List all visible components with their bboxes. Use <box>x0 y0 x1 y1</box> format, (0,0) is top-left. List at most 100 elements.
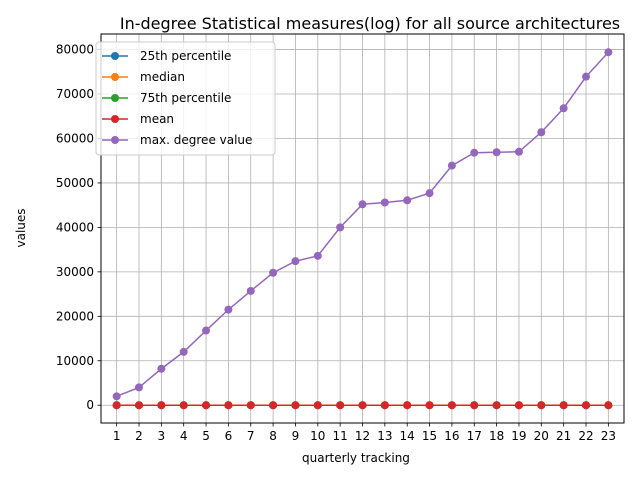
data-point <box>604 401 613 410</box>
data-point <box>582 401 591 410</box>
x-tick-label: 22 <box>578 429 593 443</box>
legend-marker <box>111 73 119 81</box>
x-tick-label: 23 <box>601 429 616 443</box>
x-tick-label: 16 <box>444 429 459 443</box>
data-point <box>246 401 255 410</box>
legend-item: median <box>102 70 185 84</box>
series-layer <box>112 48 613 410</box>
y-axis: 0 10000 20000 30000 40000 50000 60000 70000 8000… <box>56 43 101 412</box>
data-point <box>559 401 568 410</box>
y-tick-label: 30000 <box>56 265 94 279</box>
y-tick-label: 50000 <box>56 176 94 190</box>
data-point <box>336 401 345 410</box>
x-tick-label: 9 <box>292 429 300 443</box>
data-point <box>134 401 143 410</box>
y-tick-label: 70000 <box>56 87 94 101</box>
x-tick-label: 8 <box>269 429 277 443</box>
x-tick-label: 6 <box>225 429 233 443</box>
legend-item: max. degree value <box>102 133 252 147</box>
data-point <box>358 401 367 410</box>
y-tick-label: 40000 <box>56 220 94 234</box>
x-tick-label: 1 <box>113 429 121 443</box>
data-point <box>157 401 166 410</box>
x-tick-label: 15 <box>422 429 437 443</box>
legend-label: max. degree value <box>140 133 252 147</box>
data-point <box>514 147 523 156</box>
y-tick-label: 20000 <box>56 309 94 323</box>
data-point <box>380 198 389 207</box>
x-tick-label: 4 <box>180 429 188 443</box>
data-point <box>582 72 591 81</box>
data-point <box>470 401 479 410</box>
x-tick-label: 10 <box>310 429 325 443</box>
x-tick-label: 11 <box>333 429 348 443</box>
data-point <box>514 401 523 410</box>
data-point <box>224 401 233 410</box>
x-tick-label: 18 <box>489 429 504 443</box>
legend-label: 25th percentile <box>140 49 231 63</box>
data-point <box>112 392 121 401</box>
x-tick-label: 2 <box>135 429 143 443</box>
legend-label: mean <box>140 112 174 126</box>
legend-box <box>95 41 276 156</box>
data-point <box>202 326 211 335</box>
legend-marker <box>111 115 119 123</box>
data-point <box>224 305 233 314</box>
x-tick-label: 14 <box>400 429 415 443</box>
data-point <box>403 401 412 410</box>
data-point <box>246 286 255 295</box>
data-point <box>425 189 434 198</box>
x-tick-label: 12 <box>355 429 370 443</box>
data-point <box>537 128 546 137</box>
data-point <box>313 251 322 260</box>
data-point <box>604 48 613 57</box>
data-point <box>157 364 166 373</box>
x-tick-label: 3 <box>158 429 166 443</box>
data-point <box>179 347 188 356</box>
legend: 25th percentile median 75th percentile mean… <box>95 41 276 156</box>
data-point <box>134 383 143 392</box>
data-point <box>291 401 300 410</box>
x-tick-label: 21 <box>556 429 571 443</box>
data-point <box>492 148 501 157</box>
series-mean <box>112 401 613 410</box>
data-point <box>559 104 568 113</box>
data-point <box>358 200 367 209</box>
legend-label: 75th percentile <box>140 91 231 105</box>
legend-marker <box>111 136 119 144</box>
data-point <box>470 148 479 157</box>
x-tick-label: 20 <box>534 429 549 443</box>
x-tick-label: 13 <box>377 429 392 443</box>
x-tick-label: 19 <box>511 429 526 443</box>
x-axis-label: quarterly tracking <box>302 451 410 465</box>
y-tick-label: 10000 <box>56 354 94 368</box>
data-point <box>336 223 345 232</box>
x-tick-label: 17 <box>467 429 482 443</box>
legend-item: 25th percentile <box>102 49 231 63</box>
series-max-degree-value <box>112 48 613 401</box>
y-tick-label: 0 <box>86 398 94 412</box>
legend-marker <box>111 52 119 60</box>
legend-label: median <box>140 70 185 84</box>
y-tick-label: 60000 <box>56 131 94 145</box>
data-point <box>269 268 278 277</box>
legend-marker <box>111 94 119 102</box>
data-point <box>447 161 456 170</box>
data-point <box>179 401 188 410</box>
y-axis-label: values <box>14 208 28 247</box>
chart-title: In-degree Statistical measures(log) for … <box>120 14 620 33</box>
data-point <box>291 257 300 266</box>
legend-item: mean <box>102 112 174 126</box>
data-point <box>202 401 211 410</box>
legend-item: 75th percentile <box>102 91 231 105</box>
data-point <box>492 401 501 410</box>
x-axis: 1 2 3 4 5 6 7 8 9 10 11 12 13 14 15 16 17 18 19 20 21 22 23 <box>113 423 616 443</box>
data-point <box>403 196 412 205</box>
data-point <box>313 401 322 410</box>
data-point <box>380 401 389 410</box>
data-point <box>537 401 546 410</box>
data-point <box>447 401 456 410</box>
data-point <box>425 401 434 410</box>
x-tick-label: 5 <box>202 429 210 443</box>
